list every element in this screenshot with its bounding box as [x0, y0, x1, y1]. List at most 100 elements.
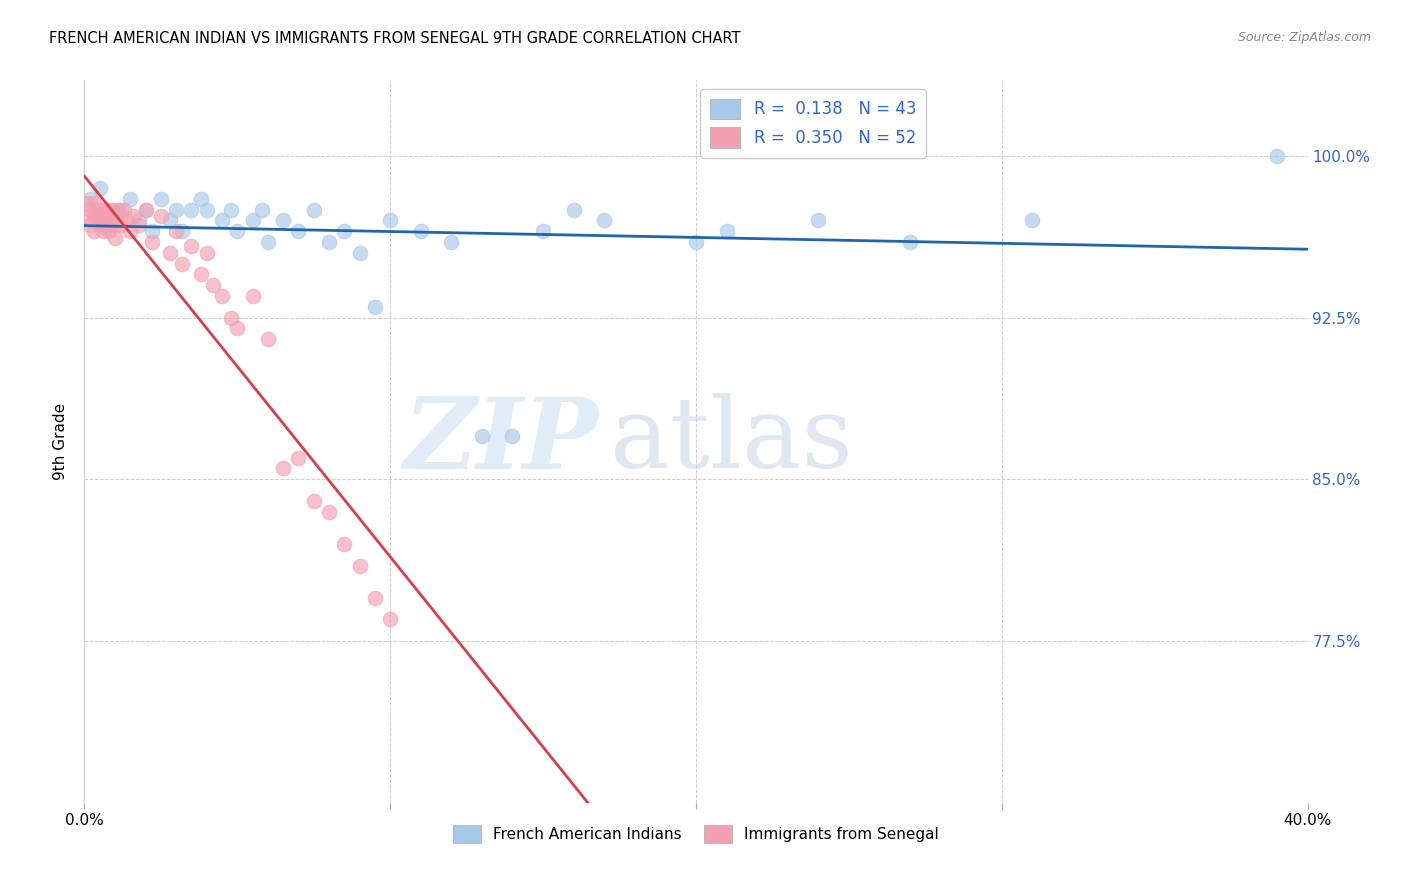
- Point: [76, 209, 98, 223]
- Point: [349, 558, 371, 573]
- Point: [349, 245, 371, 260]
- Point: [91, 213, 114, 227]
- Point: [180, 202, 202, 217]
- Point: [94, 218, 117, 232]
- Point: [104, 231, 127, 245]
- Point: [807, 213, 830, 227]
- Point: [271, 461, 294, 475]
- Point: [107, 202, 129, 217]
- Point: [97, 224, 120, 238]
- Point: [76, 196, 98, 211]
- Point: [409, 224, 432, 238]
- Point: [195, 202, 218, 217]
- Point: [242, 289, 264, 303]
- Point: [471, 429, 494, 443]
- Point: [226, 224, 249, 238]
- Y-axis label: 9th Grade: 9th Grade: [53, 403, 69, 480]
- Point: [190, 192, 212, 206]
- Text: ZIP: ZIP: [404, 393, 598, 490]
- Point: [149, 192, 172, 206]
- Point: [318, 505, 340, 519]
- Legend: French American Indians, Immigrants from Senegal: French American Indians, Immigrants from…: [447, 819, 945, 849]
- Point: [104, 218, 127, 232]
- Point: [257, 235, 280, 249]
- Point: [242, 213, 264, 227]
- Point: [135, 202, 157, 217]
- Point: [180, 239, 202, 253]
- Point: [716, 224, 738, 238]
- Point: [165, 202, 187, 217]
- Point: [110, 202, 132, 217]
- Point: [165, 224, 187, 238]
- Point: [94, 202, 117, 217]
- Point: [101, 202, 124, 217]
- Point: [128, 218, 150, 232]
- Point: [89, 202, 111, 217]
- Point: [287, 450, 309, 465]
- Point: [364, 591, 387, 605]
- Point: [201, 278, 224, 293]
- Point: [89, 209, 111, 223]
- Point: [302, 202, 325, 217]
- Point: [97, 202, 120, 217]
- Point: [219, 202, 242, 217]
- Point: [112, 202, 135, 217]
- Point: [257, 332, 280, 346]
- Point: [380, 213, 402, 227]
- Point: [364, 300, 387, 314]
- Point: [86, 202, 108, 217]
- Point: [79, 218, 101, 232]
- Point: [190, 268, 212, 282]
- Point: [120, 224, 142, 238]
- Point: [333, 537, 356, 551]
- Point: [440, 235, 463, 249]
- Point: [83, 209, 105, 223]
- Point: [159, 245, 181, 260]
- Point: [318, 235, 340, 249]
- Point: [122, 209, 145, 223]
- Text: FRENCH AMERICAN INDIAN VS IMMIGRANTS FROM SENEGAL 9TH GRADE CORRELATION CHART: FRENCH AMERICAN INDIAN VS IMMIGRANTS FRO…: [49, 31, 741, 46]
- Point: [195, 245, 218, 260]
- Point: [172, 224, 194, 238]
- Point: [685, 235, 707, 249]
- Point: [97, 209, 120, 223]
- Point: [380, 612, 402, 626]
- Point: [898, 235, 921, 249]
- Point: [531, 224, 554, 238]
- Point: [89, 218, 111, 232]
- Point: [89, 181, 111, 195]
- Point: [172, 257, 194, 271]
- Point: [302, 493, 325, 508]
- Point: [79, 202, 101, 217]
- Point: [159, 213, 181, 227]
- Point: [141, 235, 163, 249]
- Point: [271, 213, 294, 227]
- Point: [149, 209, 172, 223]
- Point: [562, 202, 585, 217]
- Point: [79, 192, 101, 206]
- Point: [226, 321, 249, 335]
- Point: [1021, 213, 1043, 227]
- Point: [101, 213, 124, 227]
- Point: [211, 289, 233, 303]
- Text: Source: ZipAtlas.com: Source: ZipAtlas.com: [1237, 31, 1371, 45]
- Point: [91, 224, 114, 238]
- Point: [1265, 149, 1288, 163]
- Point: [287, 224, 309, 238]
- Point: [502, 429, 524, 443]
- Point: [593, 213, 616, 227]
- Point: [141, 224, 163, 238]
- Point: [219, 310, 242, 325]
- Point: [211, 213, 233, 227]
- Point: [104, 213, 127, 227]
- Point: [83, 196, 105, 211]
- Point: [110, 218, 132, 232]
- Point: [120, 192, 142, 206]
- Point: [333, 224, 356, 238]
- Point: [135, 202, 157, 217]
- Text: atlas: atlas: [610, 393, 853, 490]
- Point: [83, 224, 105, 238]
- Point: [86, 213, 108, 227]
- Point: [128, 213, 150, 227]
- Point: [115, 213, 138, 227]
